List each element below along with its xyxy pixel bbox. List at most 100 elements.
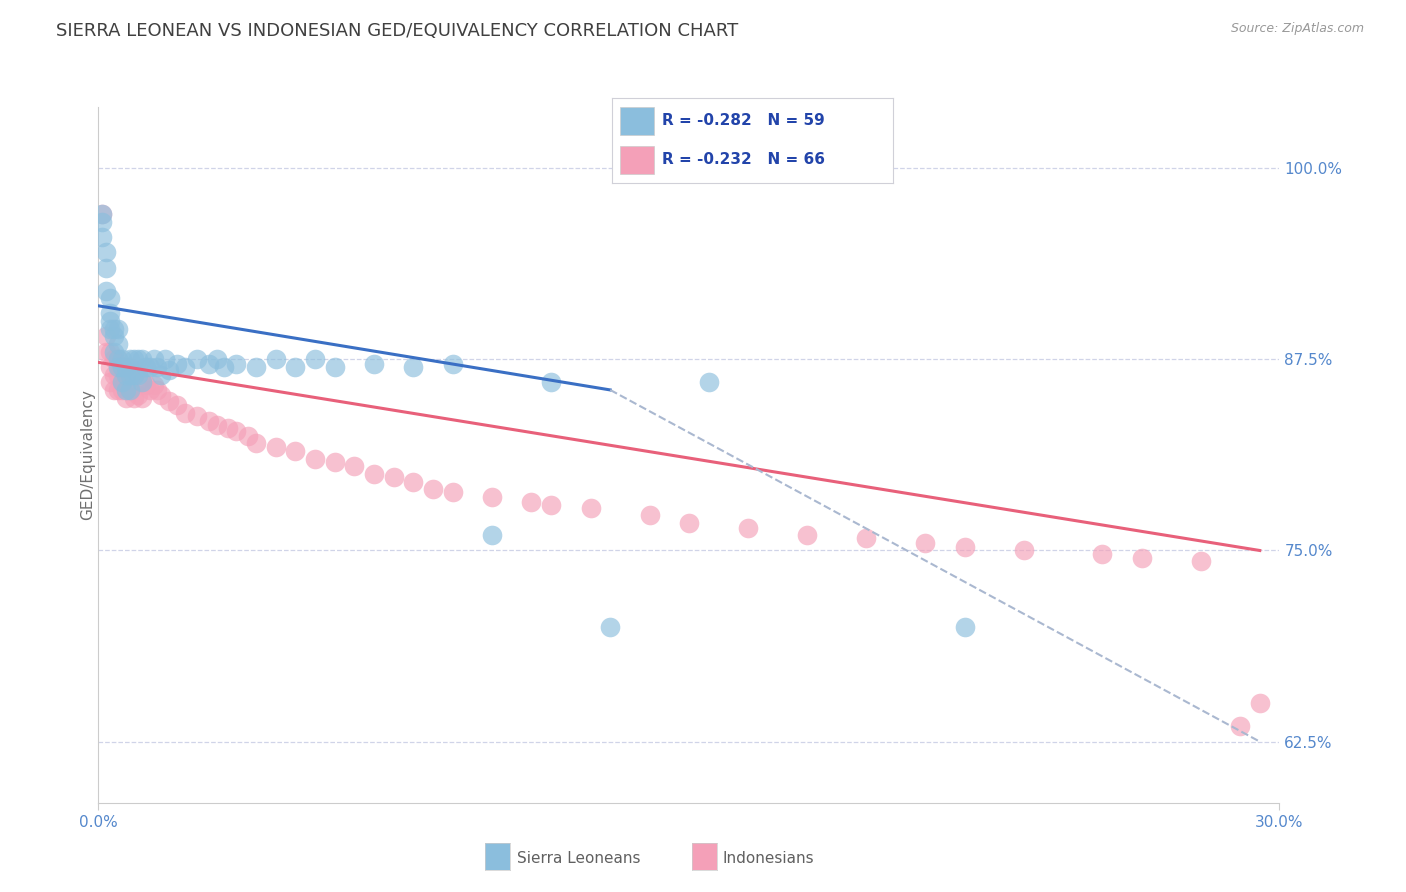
Point [96,344,118,359]
Point [91,207,114,221]
Point [363,357,385,371]
Point [135,378,157,392]
Point [127,363,149,377]
Point [422,483,444,497]
Point [127,368,149,382]
Point [131,352,153,367]
Point [205,352,228,367]
Point [402,475,425,489]
Point [441,357,464,371]
Point [174,359,197,374]
Point [540,498,562,512]
Point [91,215,114,229]
Y-axis label: GED/Equivalency: GED/Equivalency [80,390,94,520]
Point [98,359,121,374]
Point [323,359,346,374]
Point [150,387,173,401]
Point [953,620,976,634]
Point [166,398,188,412]
Point [264,352,287,367]
Point [197,413,219,427]
Point [127,387,149,401]
Point [96,245,118,260]
Point [343,459,366,474]
Point [118,383,141,397]
Point [122,352,145,367]
Point [796,528,818,542]
Point [131,391,153,405]
Point [186,352,208,367]
Point [599,620,621,634]
Point [363,467,385,481]
Point [115,376,138,390]
Point [205,418,228,433]
Point [1189,554,1212,568]
Point [1012,543,1035,558]
Point [323,455,346,469]
Point [540,376,562,390]
Bar [620,107,654,135]
Text: Sierra Leoneans: Sierra Leoneans [517,851,641,865]
Point [186,409,208,423]
Point [855,531,877,545]
Point [131,372,153,386]
Point [520,494,543,508]
Point [107,337,129,351]
Point [1249,697,1271,711]
Text: Source: ZipAtlas.com: Source: ZipAtlas.com [1230,22,1364,36]
Point [157,363,180,377]
Point [115,368,138,382]
Point [118,359,141,374]
Point [96,329,118,343]
Point [214,359,236,374]
Point [150,368,173,382]
Point [953,541,976,555]
Point [115,391,138,405]
Point [91,230,114,244]
Point [225,357,247,371]
Point [146,383,169,397]
Text: R = -0.232   N = 66: R = -0.232 N = 66 [662,153,825,168]
Point [103,322,125,336]
Point [107,368,129,382]
Point [382,470,405,484]
Point [697,376,720,390]
Point [304,451,326,466]
Point [122,368,145,382]
Point [98,376,121,390]
Point [96,284,118,298]
Point [157,393,180,408]
Point [98,291,121,305]
Point [737,520,759,534]
Point [402,359,425,374]
Point [107,352,129,367]
Point [103,368,125,382]
Point [284,359,307,374]
Point [103,329,125,343]
Text: SIERRA LEONEAN VS INDONESIAN GED/EQUIVALENCY CORRELATION CHART: SIERRA LEONEAN VS INDONESIAN GED/EQUIVAL… [56,22,738,40]
Point [217,421,239,435]
Point [638,508,661,523]
Point [111,376,134,390]
Point [118,368,141,382]
Point [98,344,121,359]
Point [146,359,169,374]
Point [166,357,188,371]
Text: Indonesians: Indonesians [723,851,814,865]
Point [236,429,259,443]
Point [111,352,134,367]
Point [107,383,129,397]
Point [103,344,125,359]
Point [111,359,134,374]
Point [98,314,121,328]
Point [107,352,129,367]
Point [155,352,177,367]
Point [98,322,121,336]
Point [91,207,114,221]
Point [122,368,145,382]
Point [107,359,129,374]
Point [142,378,165,392]
Point [441,485,464,500]
Point [225,424,247,438]
Point [111,383,134,397]
